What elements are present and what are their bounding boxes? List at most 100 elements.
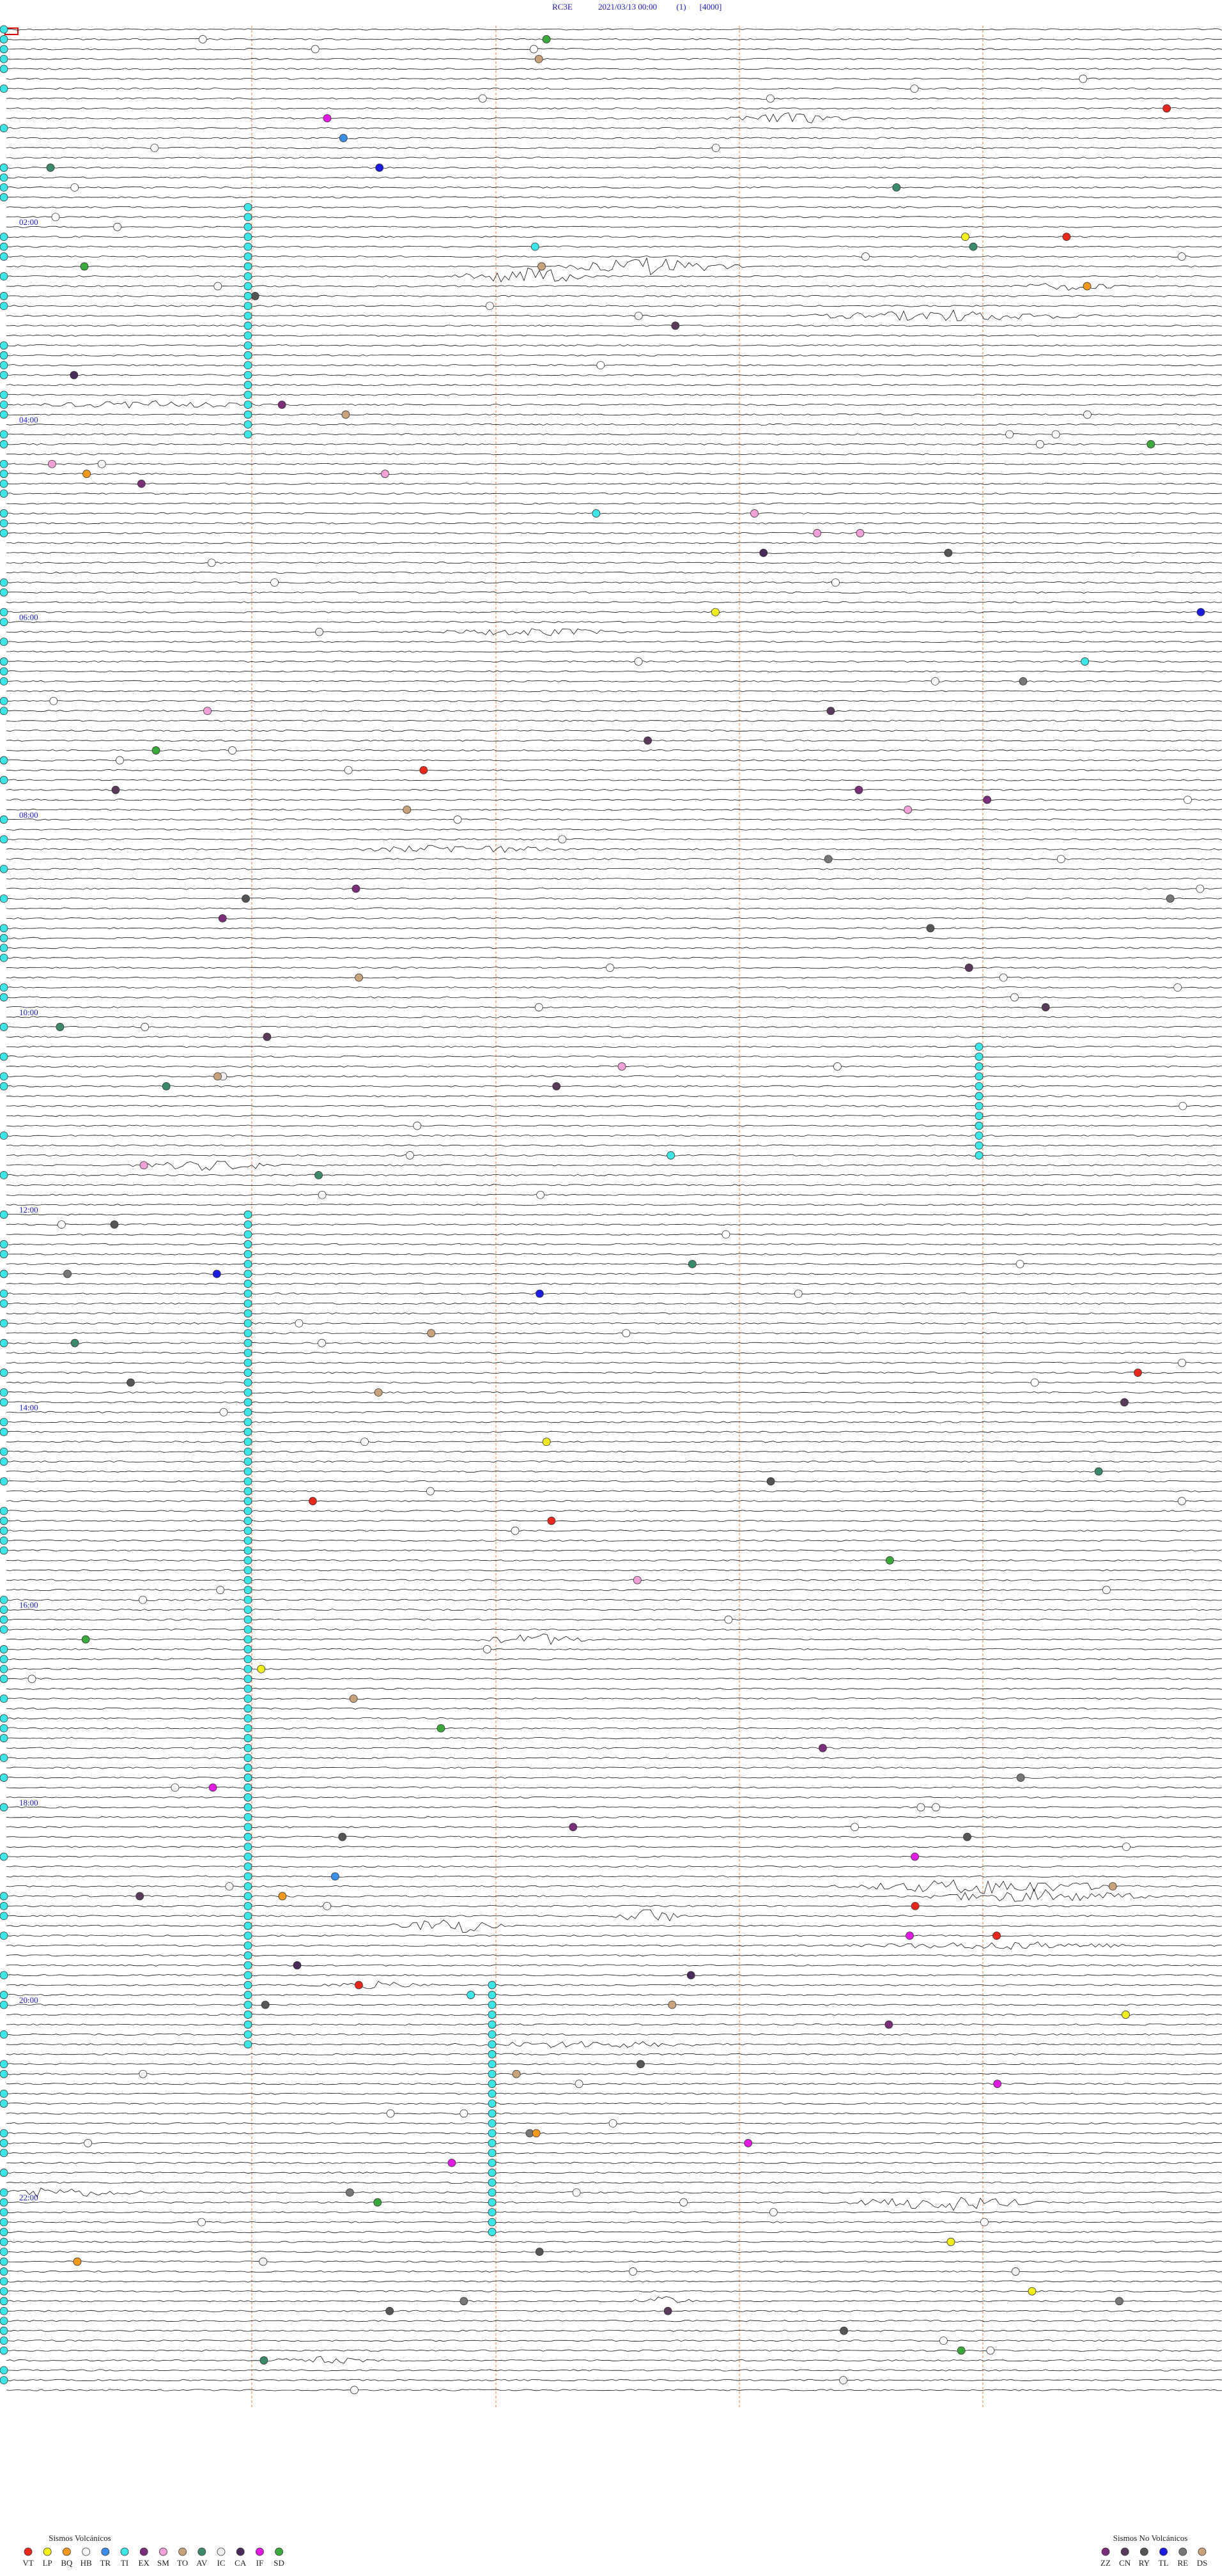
trace — [6, 769, 1223, 772]
event-marker — [73, 2257, 82, 2266]
trace — [6, 1381, 1223, 1384]
event-marker — [197, 2218, 206, 2227]
trace — [6, 739, 1223, 742]
trace — [6, 799, 1223, 801]
trace — [6, 976, 1223, 979]
trace — [6, 423, 1223, 426]
event-marker — [243, 1664, 252, 1673]
trace — [6, 1658, 1223, 1660]
event-marker — [243, 1536, 252, 1545]
legend-marker — [178, 2547, 187, 2556]
event-marker — [243, 252, 252, 261]
event-marker — [243, 1823, 252, 1832]
trace — [6, 216, 1223, 218]
event-marker — [351, 884, 360, 893]
event-marker — [243, 1941, 252, 1950]
event-marker — [261, 2000, 270, 2009]
event-marker — [0, 1506, 8, 1515]
event-marker — [0, 1240, 8, 1248]
trace — [6, 2073, 1223, 2075]
event-marker — [243, 1546, 252, 1555]
event-marker — [0, 1526, 8, 1535]
event-marker — [488, 2149, 497, 2158]
event-marker — [1177, 252, 1186, 261]
event-marker — [243, 233, 252, 241]
event-marker — [318, 1190, 327, 1199]
event-marker — [355, 973, 363, 982]
trace — [6, 628, 1223, 636]
event-marker — [0, 25, 8, 34]
event-marker — [637, 2060, 645, 2069]
legend-marker — [24, 2547, 33, 2556]
event-marker — [243, 1655, 252, 1664]
event-marker — [759, 548, 768, 557]
event-marker — [688, 1260, 697, 1268]
trace — [6, 453, 1223, 456]
trace — [6, 305, 1223, 307]
event-marker — [243, 1250, 252, 1259]
event-marker — [243, 1349, 252, 1358]
event-marker — [0, 2228, 8, 2236]
trace — [6, 482, 1223, 485]
event-marker — [1011, 2267, 1020, 2276]
event-marker — [139, 2069, 148, 2078]
event-marker — [139, 1161, 148, 1170]
event-marker — [243, 1210, 252, 1219]
trace — [6, 146, 1222, 150]
event-marker — [0, 489, 8, 498]
header: RC3E 2021/03/13 00:00 (1) [4000] — [552, 2, 722, 12]
event-marker — [0, 2248, 8, 2256]
events — [0, 25, 1205, 2395]
event-marker — [488, 2218, 497, 2227]
event-marker — [0, 35, 8, 43]
event-marker — [0, 2198, 8, 2207]
event-marker — [961, 233, 969, 241]
event-marker — [856, 529, 865, 537]
event-marker — [0, 1427, 8, 1436]
trace — [6, 344, 1223, 347]
trace — [6, 730, 1223, 732]
event-marker — [1005, 430, 1014, 439]
trace — [6, 1184, 1223, 1186]
legend-marker — [63, 2547, 71, 2556]
event-marker — [1094, 1467, 1103, 1476]
event-marker — [826, 707, 835, 716]
event-marker — [0, 608, 8, 617]
trace — [6, 1634, 1223, 1645]
event-marker — [0, 84, 8, 93]
event-marker — [532, 2129, 541, 2138]
trace — [6, 571, 1223, 574]
event-marker — [243, 213, 252, 222]
legend-code: VT — [22, 2558, 33, 2568]
event-marker — [0, 756, 8, 765]
trace — [6, 400, 1223, 409]
event-marker — [243, 1438, 252, 1446]
event-marker — [150, 144, 159, 152]
legend-code: ZZ — [1100, 2558, 1111, 2568]
trace — [6, 601, 1223, 604]
trace — [6, 1391, 1223, 1394]
event-marker — [243, 1299, 252, 1308]
event-marker — [48, 459, 56, 468]
trace — [6, 1006, 1223, 1009]
event-marker — [0, 410, 8, 419]
trace — [6, 502, 1223, 505]
trace — [6, 719, 1223, 722]
legend-code: HB — [81, 2558, 92, 2568]
trace — [6, 680, 1223, 683]
legend-marker — [120, 2547, 129, 2556]
legend-title: Sismos Volcánicos — [49, 2533, 111, 2543]
event-marker — [259, 2257, 268, 2266]
event-marker — [467, 1991, 475, 1999]
event-marker — [375, 164, 384, 172]
legend-code: BQ — [61, 2558, 73, 2568]
trace — [6, 1579, 1223, 1581]
event-marker — [243, 1734, 252, 1742]
event-marker — [243, 2030, 252, 2039]
event-marker — [975, 1131, 984, 1140]
event-marker — [975, 1121, 984, 1130]
event-marker — [0, 1595, 8, 1604]
event-marker — [243, 390, 252, 399]
event-marker — [1010, 993, 1019, 1002]
